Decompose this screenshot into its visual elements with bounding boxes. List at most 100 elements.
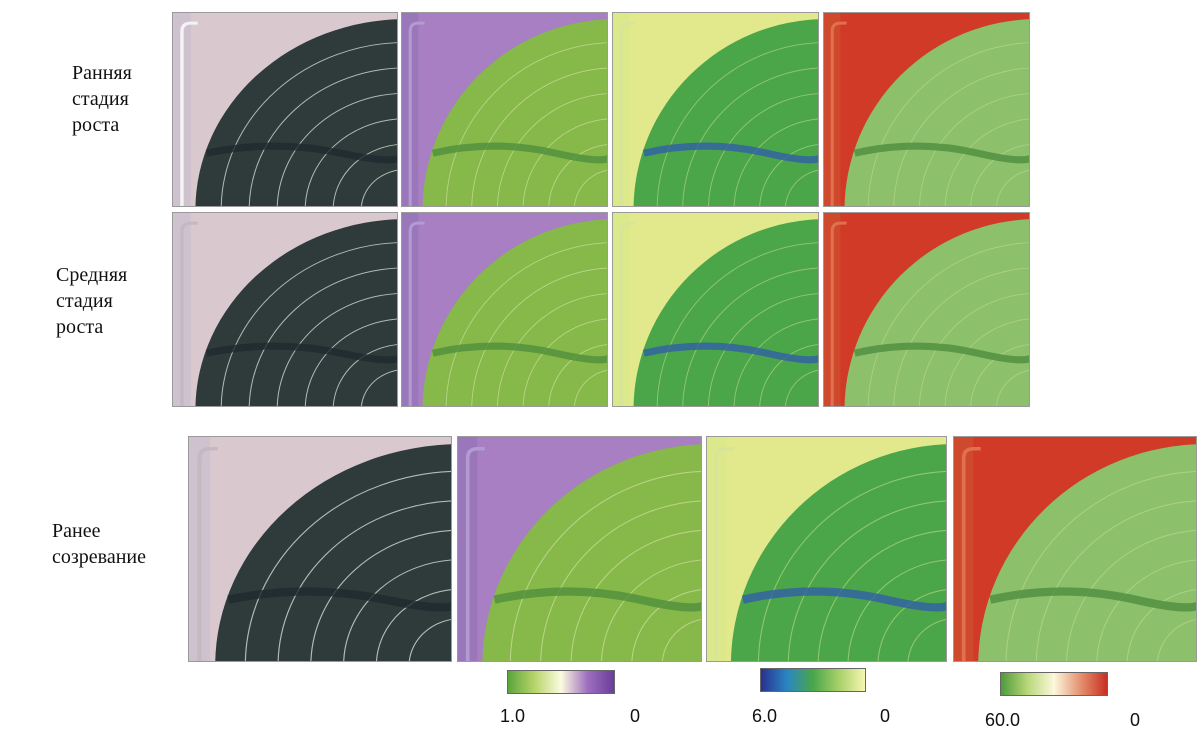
panel-mid-growth-index-c <box>823 212 1030 407</box>
access-track <box>408 21 425 206</box>
wet-band <box>642 142 818 164</box>
wet-band <box>741 587 946 612</box>
access-track <box>619 21 636 206</box>
pivot-ring <box>919 293 1029 406</box>
pivot-ring <box>759 344 818 406</box>
pivot-ring <box>220 242 397 406</box>
pivot-ring <box>332 144 397 206</box>
pivot-ring <box>509 470 701 661</box>
colorbar-ndvi-min-label: 0 <box>630 706 641 726</box>
pivot-ring <box>1157 619 1196 661</box>
access-track <box>619 221 636 406</box>
access-track <box>830 221 847 406</box>
pivot-field <box>482 444 701 661</box>
pivot-ring <box>733 118 818 206</box>
row-label-early-maturity: Ранее созревание <box>52 520 146 568</box>
pivot-field <box>978 444 1196 661</box>
pivot-field <box>633 219 818 406</box>
pivot-ring <box>759 144 818 206</box>
panel-mid-growth-index-a <box>401 212 608 407</box>
panel-mid-growth-rgb <box>172 212 398 407</box>
access-track <box>714 447 734 661</box>
colorbar-ndvi <box>507 670 615 694</box>
pivot-field <box>195 219 397 406</box>
pivot-ring <box>573 169 607 206</box>
pivot-field <box>215 444 451 661</box>
wet-band <box>205 342 397 364</box>
access-track <box>197 447 218 661</box>
pivot-ring <box>548 144 607 206</box>
pivot-field <box>422 219 607 406</box>
pivot-ring <box>682 267 818 406</box>
row-label-mid-growth: Средняя стадия роста <box>56 264 128 338</box>
pivot-ring <box>877 589 946 661</box>
access-track <box>830 21 847 206</box>
pivot-ring <box>471 267 607 406</box>
panel-early-growth-index-a <box>401 12 608 207</box>
pivot-ring <box>497 293 607 406</box>
wet-band <box>989 587 1196 612</box>
pivot-ring <box>847 559 946 661</box>
pivot-ring <box>757 470 946 661</box>
pivot-ring <box>497 93 607 206</box>
pivot-ring <box>867 242 1029 406</box>
pivot-ring <box>276 293 397 406</box>
pivot-ring <box>304 318 397 406</box>
pivot-ring <box>1005 470 1196 661</box>
panel-early-growth-index-b <box>612 12 819 207</box>
pivot-ring <box>408 619 451 661</box>
pivot-ring <box>445 42 607 206</box>
pivot-ring <box>277 500 451 661</box>
pivot-ring <box>1126 589 1196 661</box>
pivot-ring <box>661 619 701 661</box>
pivot-ring <box>1066 529 1196 661</box>
pivot-ring <box>570 529 701 661</box>
pivot-ring <box>907 619 946 661</box>
wet-band <box>853 142 1029 164</box>
pivot-ring <box>708 293 818 406</box>
pivot-ring <box>893 267 1029 406</box>
pivot-ring <box>631 589 701 661</box>
wet-band <box>205 142 397 164</box>
pivot-ring <box>656 42 818 206</box>
colorbar-lai-max-label: 6.0 <box>752 706 778 726</box>
access-track <box>961 447 981 661</box>
pivot-ring <box>787 500 946 661</box>
pivot-ring <box>893 67 1029 206</box>
pivot-ring <box>573 369 607 406</box>
access-track <box>180 21 198 206</box>
pivot-ring <box>375 589 451 661</box>
pivot-ring <box>522 118 607 206</box>
pivot-ring <box>471 67 607 206</box>
pivot-field <box>195 19 397 206</box>
colorbar-lai-min-label: 0 <box>880 706 891 726</box>
pivot-ring <box>682 67 818 206</box>
pivot-ring <box>995 169 1029 206</box>
pivot-ring <box>445 242 607 406</box>
wet-band <box>431 142 607 164</box>
pivot-ring <box>1035 500 1196 661</box>
pivot-ring <box>332 344 397 406</box>
access-track <box>465 447 485 661</box>
pivot-ring <box>248 267 397 406</box>
pivot-ring <box>360 369 397 406</box>
pivot-ring <box>784 369 818 406</box>
wet-band <box>227 587 451 612</box>
pivot-ring <box>548 344 607 406</box>
panel-early-maturity-index-b <box>706 436 947 662</box>
pivot-ring <box>304 118 397 206</box>
pivot-ring <box>343 559 451 661</box>
pivot-ring <box>656 242 818 406</box>
access-track <box>180 221 198 406</box>
pivot-ring <box>970 144 1029 206</box>
row-label-early-growth: Ранняя стадия роста <box>72 62 132 136</box>
pivot-ring <box>276 93 397 206</box>
pivot-ring <box>944 318 1029 406</box>
pivot-field <box>844 19 1029 206</box>
access-track <box>408 221 425 406</box>
pivot-ring <box>784 169 818 206</box>
pivot-ring <box>360 169 397 206</box>
panel-early-maturity-rgb <box>188 436 452 662</box>
pivot-ring <box>733 318 818 406</box>
pivot-field <box>422 19 607 206</box>
